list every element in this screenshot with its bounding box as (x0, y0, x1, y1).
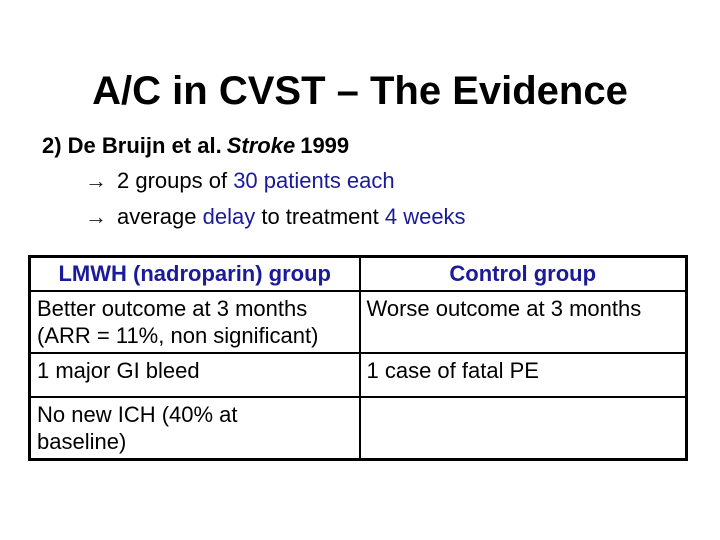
cell-line: baseline) (37, 429, 127, 454)
bullet-text-plain: average (117, 204, 203, 229)
reference-authors: 2) De Bruijn et al. (42, 133, 222, 158)
cell-line: 1 major GI bleed (37, 358, 200, 383)
bullet-delay: → average delay to treatment 4 weeks (85, 204, 466, 230)
table-header-row: LMWH (nadroparin) group Control group (28, 255, 688, 292)
bullet-text-highlight: 4 weeks (384, 204, 466, 229)
cell-line: 1 case of fatal PE (366, 358, 539, 383)
reference-year: 1999 (300, 133, 350, 158)
cell-bleed-lmwh: 1 major GI bleed (28, 352, 361, 398)
bullet-text-plain: to treatment (255, 204, 385, 229)
table-row: No new ICH (40% at baseline) (28, 396, 688, 461)
bullet-text-plain: 2 groups of (117, 168, 234, 193)
slide-title: A/C in CVST – The Evidence (92, 68, 628, 113)
cell-line: No new ICH (40% at (37, 402, 238, 427)
reference-line: 2) De Bruijn et al. Stroke 1999 (42, 133, 349, 159)
right-arrow-icon: → (85, 168, 107, 193)
column-header-control: Control group (358, 255, 688, 292)
cell-outcome-control: Worse outcome at 3 months (358, 290, 688, 354)
right-arrow-icon: → (85, 204, 107, 229)
cell-line: (ARR = 11%, non significant) (37, 323, 319, 348)
reference-journal: Stroke (226, 133, 296, 158)
column-header-lmwh: LMWH (nadroparin) group (28, 255, 361, 292)
cell-ich-lmwh: No new ICH (40% at baseline) (28, 396, 361, 461)
table-row: 1 major GI bleed 1 case of fatal PE (28, 352, 688, 398)
cell-line: Worse outcome at 3 months (366, 296, 642, 321)
cell-outcome-lmwh: Better outcome at 3 months (ARR = 11%, n… (28, 290, 361, 354)
bullet-text-highlight: 30 patients each (233, 168, 395, 193)
results-table: LMWH (nadroparin) group Control group Be… (28, 255, 688, 461)
bullet-text-highlight: delay (202, 204, 256, 229)
cell-pe-control: 1 case of fatal PE (358, 352, 688, 398)
table-row: Better outcome at 3 months (ARR = 11%, n… (28, 290, 688, 354)
cell-empty-control (358, 396, 688, 461)
bullet-groups: → 2 groups of 30 patients each (85, 168, 395, 194)
cell-line: Better outcome at 3 months (37, 296, 308, 321)
